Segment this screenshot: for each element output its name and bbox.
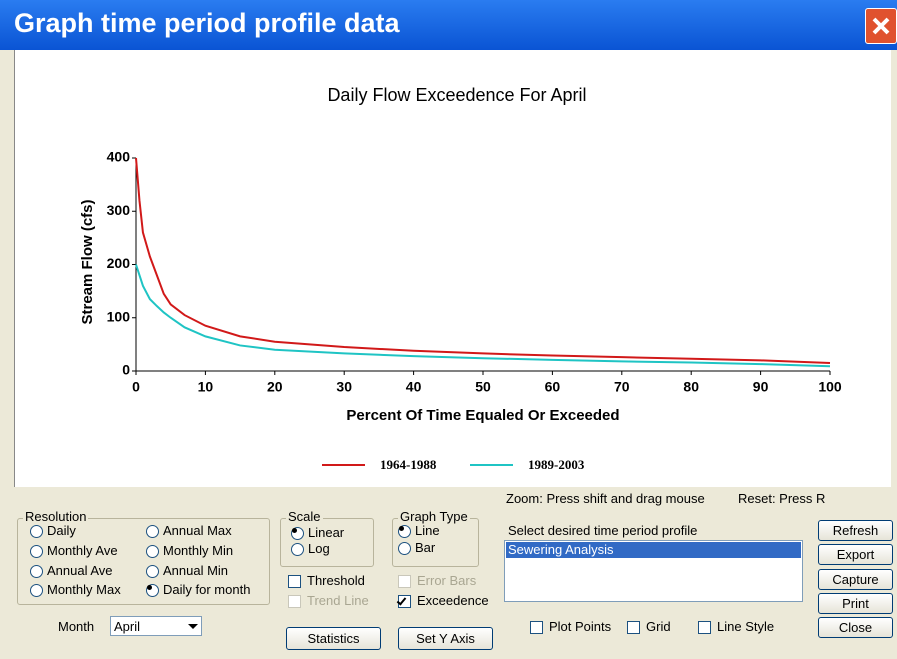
close-icon: [872, 17, 890, 35]
radio-dot: [147, 585, 152, 590]
radio-button[interactable]: [291, 543, 304, 556]
x-tick-label: 80: [683, 379, 699, 395]
y-tick-label: 400: [107, 149, 131, 165]
side-button[interactable]: Refresh: [818, 520, 893, 541]
y-tick-label: 100: [107, 308, 131, 324]
checkbox-tick: [396, 595, 407, 606]
x-tick-label: 100: [818, 379, 842, 395]
x-tick-label: 30: [336, 379, 352, 395]
series-line: [135, 157, 831, 365]
x-tick-label: 50: [475, 379, 491, 395]
graph-type-group-label: Graph Type: [398, 509, 470, 524]
resolution-group-label: Resolution: [23, 509, 89, 524]
radio-button[interactable]: [146, 565, 159, 578]
x-tick-label: 0: [132, 379, 140, 395]
radio-button[interactable]: [30, 525, 43, 538]
checkbox-label: Error Bars: [417, 573, 477, 588]
x-tick-label: 60: [545, 379, 561, 395]
series-line: [135, 264, 831, 368]
radio-label[interactable]: Annual Ave: [47, 563, 113, 578]
radio-button[interactable]: [30, 565, 43, 578]
checkbox[interactable]: [288, 575, 301, 588]
radio-button[interactable]: [398, 542, 411, 555]
side-button[interactable]: Close: [818, 617, 893, 639]
dropdown-button[interactable]: [184, 618, 201, 634]
close-window-button[interactable]: [865, 8, 897, 44]
checkbox-label: Trend Line: [307, 593, 369, 608]
dropdown-arrow: [188, 624, 198, 629]
zoom-hint: Zoom: Press shift and drag mouse: [506, 491, 705, 506]
checkbox-label[interactable]: Line Style: [717, 619, 775, 634]
radio-button[interactable]: [146, 545, 159, 558]
x-tick-label: 70: [614, 379, 630, 395]
x-tick-label: 40: [406, 379, 422, 395]
resolution-group: [17, 518, 270, 605]
side-button[interactable]: Print: [818, 592, 893, 614]
profile-item[interactable]: Sewering Analysis: [506, 542, 801, 558]
window-title: Graph time period profile data: [14, 8, 400, 38]
checkbox[interactable]: [530, 621, 543, 634]
checkbox[interactable]: [396, 595, 411, 608]
checkbox-label[interactable]: Grid: [646, 619, 671, 634]
x-tick-label: 10: [198, 379, 214, 395]
radio-button[interactable]: [398, 525, 411, 538]
radio-label[interactable]: Linear: [308, 525, 345, 540]
radio-label[interactable]: Line: [415, 523, 440, 538]
radio-dot: [399, 526, 404, 531]
checkbox-label[interactable]: Exceedence: [417, 593, 489, 608]
profile-list: Sewering Analysis: [504, 540, 803, 602]
month-value: April: [114, 619, 141, 634]
month-select[interactable]: April: [110, 616, 202, 636]
checkbox: [288, 595, 301, 608]
x-tick-label: 90: [753, 379, 769, 395]
scale-group: [280, 518, 374, 567]
y-tick-label: 300: [107, 202, 131, 218]
radio-label[interactable]: Log: [308, 541, 330, 556]
chart-title: Daily Flow Exceedence For April: [327, 85, 586, 105]
set-y-axis-button[interactable]: Set Y Axis: [398, 627, 493, 650]
side-button[interactable]: Capture: [818, 568, 893, 590]
radio-label[interactable]: Annual Max: [163, 523, 232, 538]
chart-panel: [14, 50, 891, 487]
legend-label: 1964-1988: [380, 457, 437, 472]
radio-button[interactable]: [146, 525, 159, 538]
x-axis-label: Percent Of Time Equaled Or Exceeded: [346, 407, 619, 424]
radio-button[interactable]: [30, 545, 43, 558]
checkbox[interactable]: [627, 621, 640, 634]
chart: Daily Flow Exceedence For April Stream F…: [79, 85, 842, 472]
radio-label[interactable]: Monthly Min: [163, 543, 234, 558]
legend-label: 1989-2003: [528, 457, 585, 472]
y-axis-label: Stream Flow (cfs): [79, 199, 96, 324]
radio-label[interactable]: Annual Min: [163, 563, 229, 578]
y-tick-label: 0: [122, 362, 130, 378]
scale-group-label: Scale: [286, 509, 323, 524]
radio-label[interactable]: Daily for month: [163, 582, 251, 597]
x-tick-label: 20: [267, 379, 283, 395]
checkbox: [398, 575, 411, 588]
profile-list-label: Select desired time period profile: [508, 523, 698, 538]
checkbox-label[interactable]: Plot Points: [549, 619, 612, 634]
reset-hint: Reset: Press R: [738, 491, 826, 506]
radio-label[interactable]: Monthly Ave: [47, 543, 118, 558]
radio-button[interactable]: [146, 584, 159, 597]
side-button[interactable]: Export: [818, 544, 893, 566]
checkbox[interactable]: [698, 621, 711, 634]
title-bar: [0, 0, 897, 50]
radio-button[interactable]: [291, 527, 304, 540]
statistics-button[interactable]: Statistics: [286, 627, 381, 650]
y-tick-label: 200: [107, 255, 131, 271]
radio-label[interactable]: Bar: [415, 540, 436, 555]
radio-label[interactable]: Daily: [47, 523, 76, 538]
radio-button[interactable]: [30, 584, 43, 597]
radio-label[interactable]: Monthly Max: [47, 582, 121, 597]
checkbox-label[interactable]: Threshold: [307, 573, 365, 588]
month-label: Month: [58, 619, 95, 634]
radio-dot: [292, 528, 297, 533]
